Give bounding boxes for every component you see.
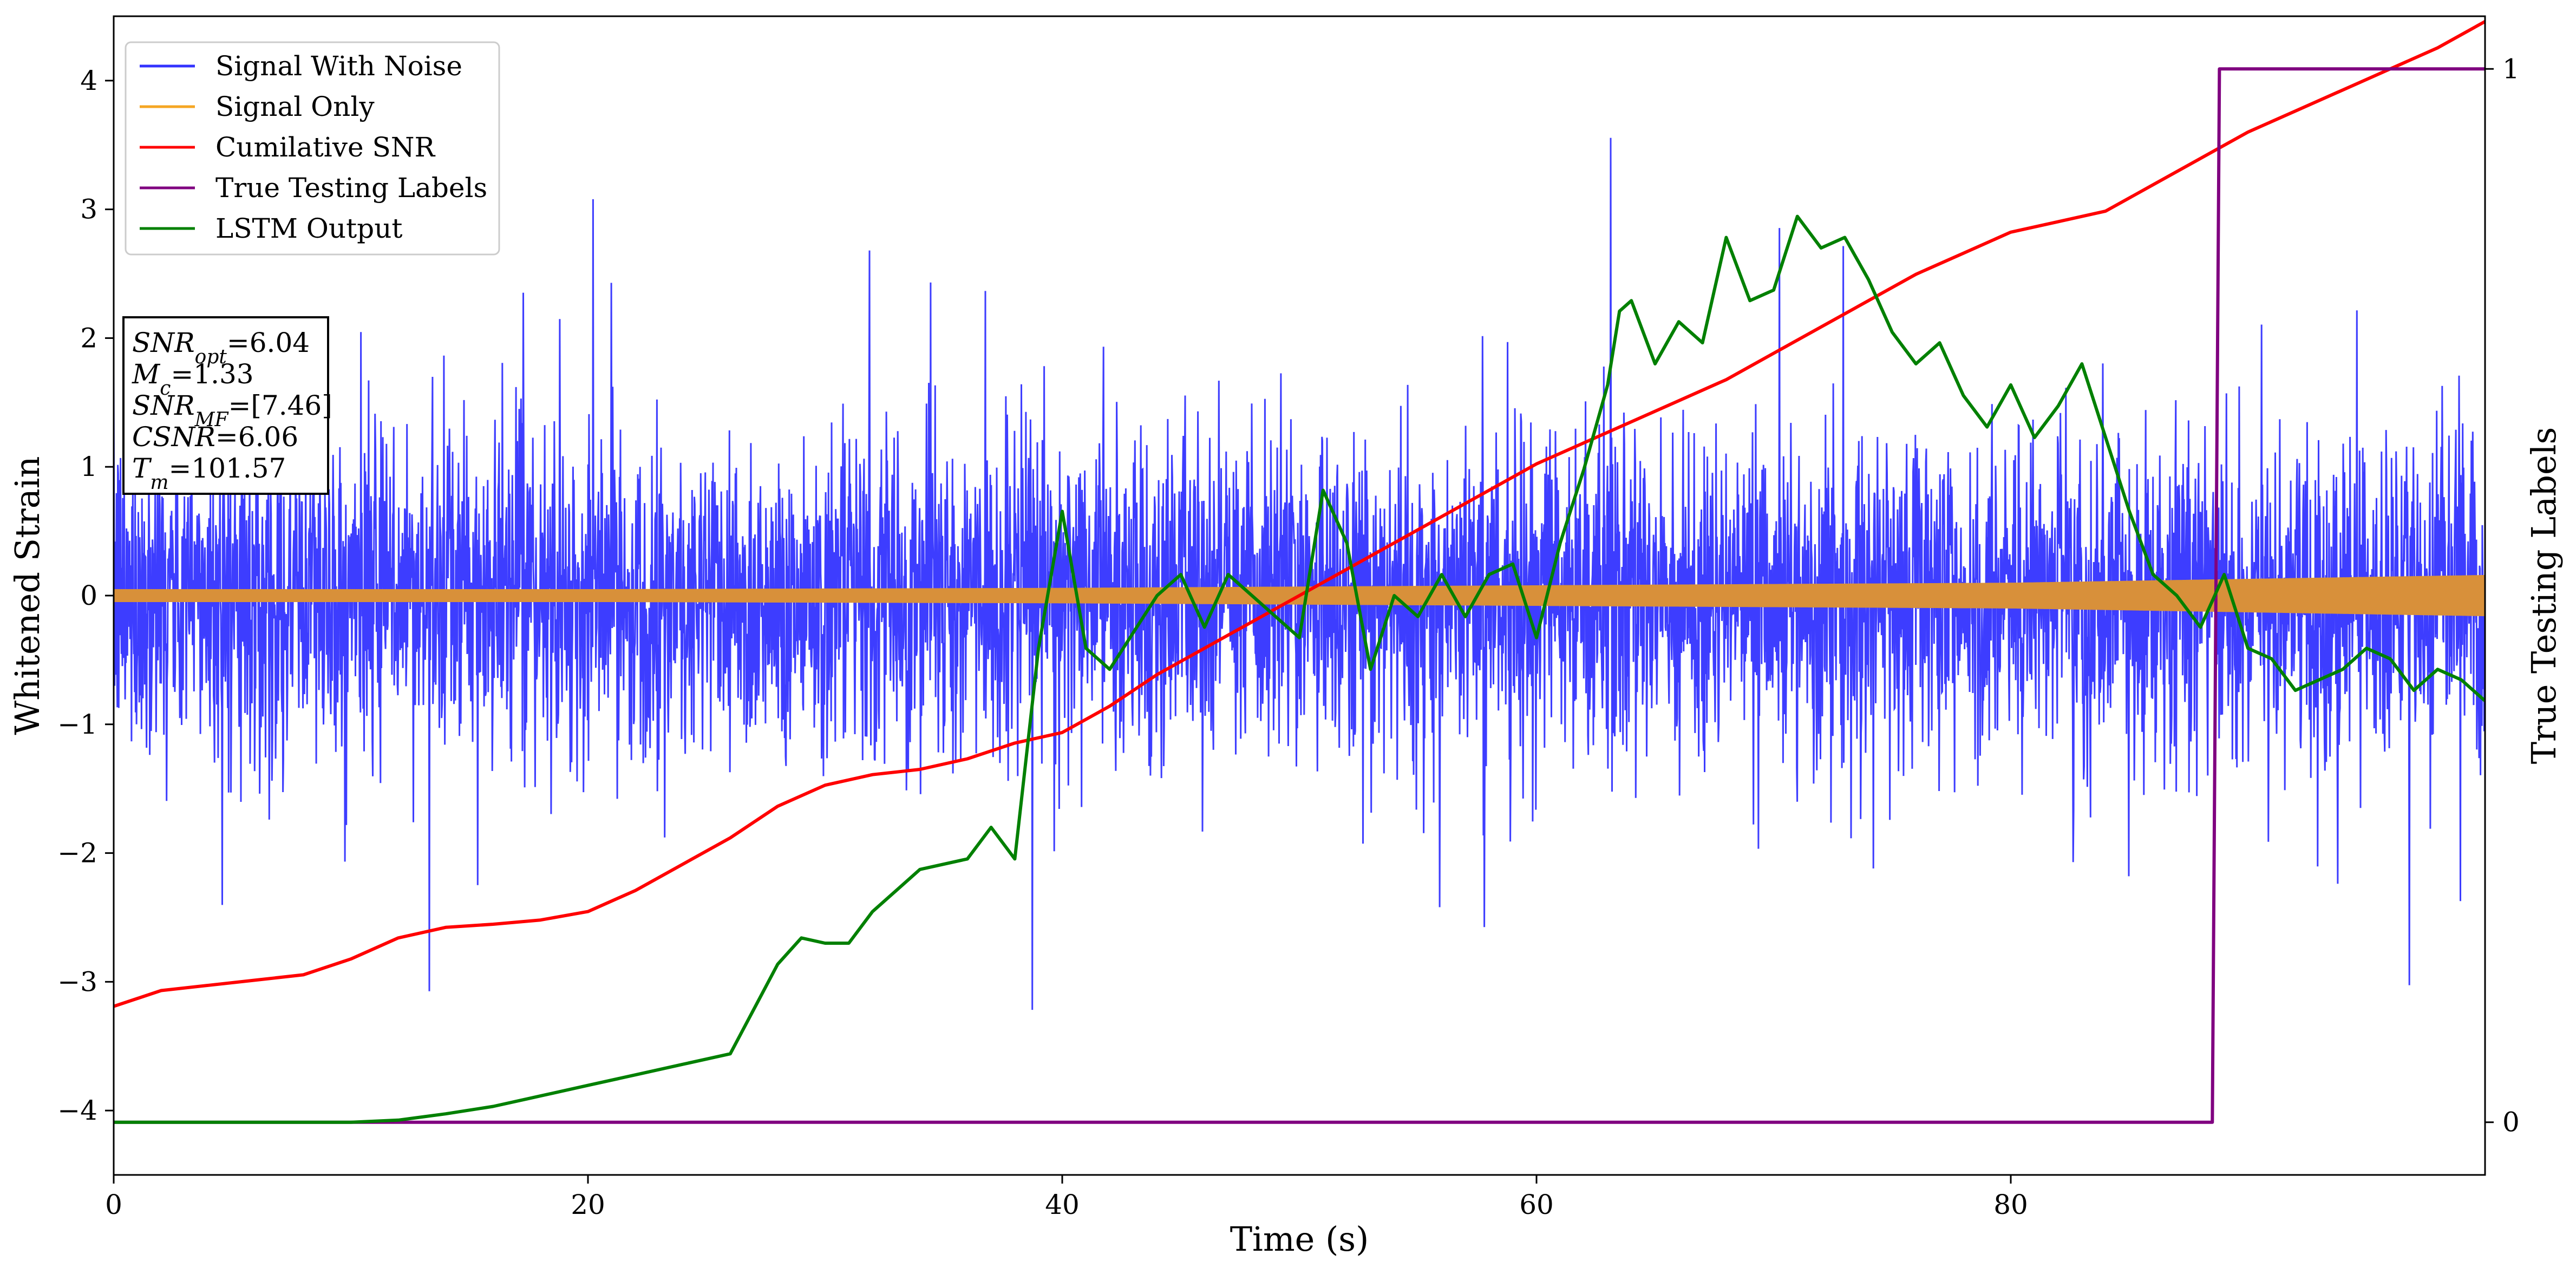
annotation-line: SNRMF=[7.46] [132,390,332,431]
y-tick-label: −4 [57,1095,97,1126]
series-signal-with-noise [114,138,2485,1010]
plot-area [114,20,2485,1124]
y2-tick-label: 0 [2502,1107,2520,1138]
legend-frame [125,41,500,256]
y-tick-label: −3 [57,966,97,997]
x-tick-label: 60 [1519,1189,1554,1220]
legend-label: LSTM Output [215,213,402,244]
y2-tick-label: 1 [2502,53,2520,84]
legend-label: True Testing Labels [215,172,487,204]
legend-label: Signal With Noise [215,50,462,82]
annotation-line: Tm=101.57 [132,453,286,494]
annotation-line: SNRopt=6.04 [132,327,310,368]
x-tick-label: 20 [571,1189,605,1220]
y2-axis-label: True Testing Labels [2524,427,2564,765]
y-tick-label: 2 [80,322,97,354]
series-lstm-output [114,214,2485,1124]
series-cumilative-snr [114,20,2485,1008]
legend-label: Cumilative SNR [215,132,435,163]
annotation-line: CSNR=6.06 [132,421,298,453]
annotation-line: Mc=1.33 [132,358,254,400]
annotation-frame [122,316,329,495]
legend: Signal With Noise Signal Only Cumilative S… [125,41,500,256]
legend-label: Signal Only [215,91,375,122]
x-axis-label: Time (s) [1230,1219,1369,1259]
y-axis-label: Whitened Strain [8,456,47,735]
y-tick-label: 0 [80,580,97,611]
x-tick-label: 0 [105,1189,122,1220]
y-tick-label: 1 [80,451,97,482]
annotation-box: SNRopt=6.04Mc=1.33SNRMF=[7.46]CSNR=6.06T… [122,316,332,495]
x-tick-label: 40 [1045,1189,1080,1220]
y-tick-label: −1 [57,709,97,740]
y-tick-label: −2 [57,838,97,869]
x-tick-label: 80 [1993,1189,2028,1220]
y-tick-label: 3 [80,194,97,225]
y-tick-label: 4 [80,65,97,96]
series-layer [114,20,2485,1124]
